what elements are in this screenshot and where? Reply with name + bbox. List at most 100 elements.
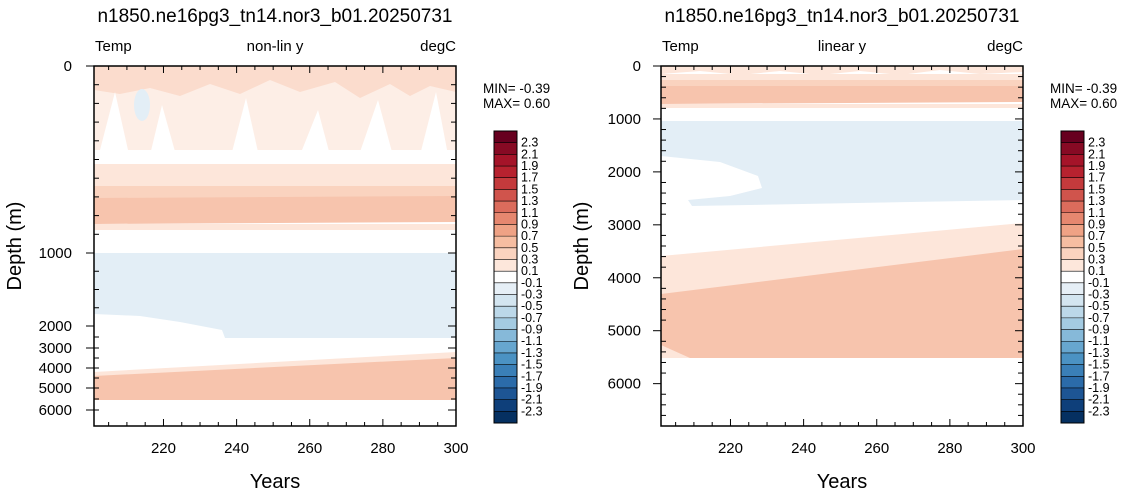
y-tick-label: 5000 xyxy=(608,323,641,340)
colorbar-label: -2.3 xyxy=(1088,404,1110,418)
contour-band-cool xyxy=(661,121,1023,206)
colorbar-swatch xyxy=(1061,177,1084,190)
colorbar-swatch xyxy=(1061,154,1084,167)
contour-band-5 xyxy=(661,104,1023,108)
panel-left-plot-area xyxy=(93,65,457,427)
colorbar-swatch xyxy=(494,212,517,225)
colorbar-swatch xyxy=(494,247,517,260)
colorbar-swatch xyxy=(494,259,517,272)
y-tick-label: 3000 xyxy=(39,340,72,357)
panel-right-x-label: Years xyxy=(817,471,867,493)
colorbar-swatch xyxy=(494,154,517,167)
colorbar-swatch xyxy=(494,189,517,202)
contour-band-cool xyxy=(94,253,456,338)
colorbar-label: -0.9 xyxy=(521,323,543,337)
colorbar-label: -0.3 xyxy=(1088,288,1110,302)
panel-right-x-axis: 220 240 260 280 300 xyxy=(675,66,1036,457)
colorbar-label: -1.5 xyxy=(1088,358,1110,372)
panel-right-y-axis: 0 1000 2000 3000 4000 5000 6000 xyxy=(608,58,1023,416)
colorbar-label: 2.3 xyxy=(521,136,538,150)
colorbar-swatch xyxy=(1061,352,1084,365)
colorbar-swatch xyxy=(494,271,517,284)
y-tick-label: 0 xyxy=(64,58,72,75)
colorbar-label: 0.3 xyxy=(1088,252,1105,266)
panel-left-x-axis: 220 240 260 280 300 xyxy=(108,66,469,457)
colorbar-swatch xyxy=(1061,247,1084,260)
x-tick-label: 260 xyxy=(297,440,322,457)
colorbar-label: -1.9 xyxy=(521,381,543,395)
colorbar-swatch xyxy=(494,387,517,400)
contour-fill-surface-white-1 xyxy=(100,92,128,150)
colorbar-label: -0.9 xyxy=(1088,323,1110,337)
panel-left-max-stat: MAX= 0.60 xyxy=(483,96,550,111)
colorbar-label: 1.5 xyxy=(521,182,538,196)
colorbar-frame xyxy=(493,130,518,424)
panel-right-max-stat: MAX= 0.60 xyxy=(1050,96,1117,111)
contour-band-5 xyxy=(94,224,456,230)
colorbar-label: -0.5 xyxy=(1088,299,1110,313)
contour-fill-surface-white-3 xyxy=(232,98,258,152)
y-tick-label: 1000 xyxy=(39,245,72,262)
panel-left-units-label: degC xyxy=(420,38,456,55)
colorbar-swatch xyxy=(494,341,517,354)
colorbar-label: 1.1 xyxy=(521,206,538,220)
colorbar-label: -2.1 xyxy=(521,393,543,407)
colorbar-label: -0.1 xyxy=(521,276,543,290)
panel-right-variable-label: Temp xyxy=(662,38,699,55)
y-tick-label: 2000 xyxy=(39,318,72,335)
colorbar-swatch xyxy=(1061,236,1084,249)
colorbar-swatch xyxy=(494,317,517,330)
colorbar-label: 1.3 xyxy=(1088,194,1105,208)
y-tick-label: 2000 xyxy=(608,164,641,181)
colorbar-swatch xyxy=(1061,189,1084,202)
colorbar-swatch xyxy=(1061,306,1084,319)
colorbar-label: 1.9 xyxy=(1088,159,1105,173)
colorbar-swatch xyxy=(494,201,517,214)
colorbar-swatch xyxy=(494,294,517,307)
x-tick-label: 280 xyxy=(370,440,395,457)
panel-left-y-label: Depth (m) xyxy=(4,202,26,291)
colorbar-swatch xyxy=(494,166,517,179)
colorbar-label: 0.5 xyxy=(521,241,538,255)
colorbar-frame xyxy=(1060,130,1085,424)
colorbar-swatch xyxy=(494,376,517,389)
contour-band-3 xyxy=(94,186,456,198)
colorbar-swatch xyxy=(1061,224,1084,237)
colorbar-label: -1.1 xyxy=(521,334,543,348)
x-tick-label: 300 xyxy=(443,440,468,457)
contour-fill-surface-warm xyxy=(94,66,456,98)
panel-right-center-label: linear y xyxy=(818,38,867,55)
colorbar-swatch xyxy=(1061,142,1084,155)
contour-band-4 xyxy=(94,196,456,224)
colorbar-swatch xyxy=(1061,282,1084,295)
colorbar-label: 2.1 xyxy=(521,147,538,161)
panel-right-y-label: Depth (m) xyxy=(571,202,593,291)
y-tick-label: 3000 xyxy=(608,217,641,234)
contour-band-deep-2 xyxy=(661,249,1023,358)
panel-left-colorbar: 2.32.11.91.71.51.31.10.90.70.50.30.1-0.1… xyxy=(493,130,543,424)
colorbar-label: -2.1 xyxy=(1088,393,1110,407)
colorbar-swatch xyxy=(494,177,517,190)
colorbar-label: -1.3 xyxy=(521,346,543,360)
colorbar-label: 1.7 xyxy=(1088,171,1105,185)
colorbar-label: 0.1 xyxy=(521,264,538,278)
colorbar-label: -0.7 xyxy=(521,311,543,325)
contour-fill-surface-white-6 xyxy=(420,92,448,155)
contour-band-1 xyxy=(661,66,1023,75)
panel-left: n1850.ne16pg3_tn14.nor3_b01.20250731 Tem… xyxy=(4,6,550,493)
panel-right: n1850.ne16pg3_tn14.nor3_b01.20250731 Tem… xyxy=(571,6,1117,493)
colorbar-label: 2.3 xyxy=(1088,136,1105,150)
colorbar-label: -0.1 xyxy=(1088,276,1110,290)
y-tick-label: 5000 xyxy=(39,380,72,397)
colorbar-label: 0.1 xyxy=(1088,264,1105,278)
contour-fill-surface-white-4 xyxy=(300,110,330,155)
x-tick-label: 240 xyxy=(224,440,249,457)
panel-right-min-stat: MIN= -0.39 xyxy=(1050,81,1117,96)
y-tick-label: 4000 xyxy=(608,270,641,287)
colorbar-label: 1.9 xyxy=(521,159,538,173)
colorbar-swatch xyxy=(494,131,517,143)
contour-fill-surface-cool xyxy=(134,89,150,121)
colorbar-swatch xyxy=(1061,329,1084,342)
x-tick-label: 280 xyxy=(937,440,962,457)
contour-band-4 xyxy=(661,86,1023,104)
